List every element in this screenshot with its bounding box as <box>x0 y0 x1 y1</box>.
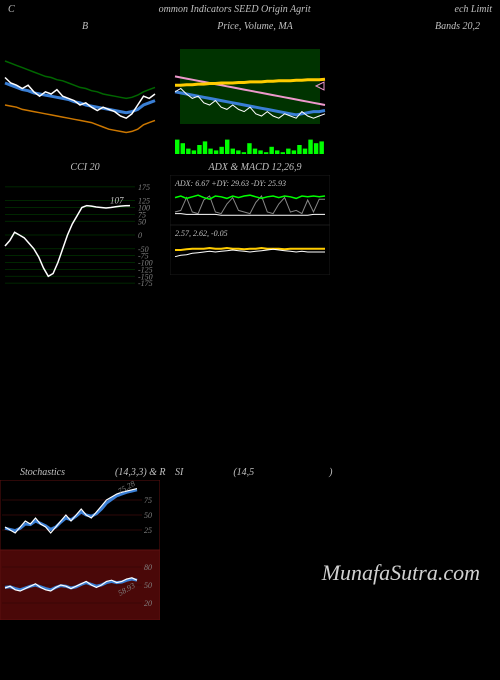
svg-text:50: 50 <box>144 511 152 520</box>
svg-text:80: 80 <box>144 563 152 572</box>
title-bbands: Bands 20,2 <box>340 19 500 34</box>
panel-stoch: Stochastics (14,3,3) & R <box>0 465 175 480</box>
chart-price-ma <box>170 34 330 154</box>
svg-text:2.57, 2.62, -0.05: 2.57, 2.62, -0.05 <box>175 229 228 238</box>
svg-text:0: 0 <box>138 231 142 240</box>
svg-text:50: 50 <box>138 217 146 226</box>
header-left: C <box>8 4 15 15</box>
svg-text:20: 20 <box>144 599 152 608</box>
title-stoch: Stochastics (14,3,3) & R <box>0 465 175 480</box>
title-adx-macd: ADX & MACD 12,26,9 <box>170 160 340 175</box>
chart-macd: 2.57, 2.62, -0.05 <box>170 225 330 275</box>
panel-adx-macd: ADX & MACD 12,26,9 ADX: 6.67 +DY: 29.63 … <box>170 160 340 295</box>
panel-price-b: B <box>0 19 170 154</box>
panel-price-ma: Price, Volume, MA <box>170 19 340 154</box>
title-rsi: SI (14,5 ) <box>175 465 445 480</box>
row-3-charts: 75502575.28 80502058.93 <box>0 480 500 620</box>
svg-text:107: 107 <box>110 196 124 206</box>
chart-cci: 17512510075500-50-75-100-125-150-175107 <box>0 175 160 295</box>
header-right: ech Limit <box>455 4 493 15</box>
title-price-b: B <box>0 19 170 34</box>
svg-text:25: 25 <box>144 526 152 535</box>
row-2: CCI 20 17512510075500-50-75-100-125-150-… <box>0 160 500 295</box>
title-cci: CCI 20 <box>0 160 170 175</box>
panel-rsi: SI (14,5 ) <box>175 465 445 480</box>
row-1: B Price, Volume, MA Bands 20,2 <box>0 19 500 154</box>
title-price-ma: Price, Volume, MA <box>170 19 340 34</box>
chart-adx: ADX: 6.67 +DY: 29.63 -DY: 25.93 <box>170 175 330 225</box>
svg-text:175: 175 <box>138 183 150 192</box>
chart-price-b <box>0 34 160 154</box>
row-3: Stochastics (14,3,3) & R SI (14,5 ) <box>0 465 500 480</box>
svg-text:75: 75 <box>144 496 152 505</box>
panel-bbands: Bands 20,2 <box>340 19 500 154</box>
svg-text:-175: -175 <box>138 279 153 288</box>
page-header: C ommon Indicators SEED Origin Agrit ech… <box>0 0 500 19</box>
panel-cci: CCI 20 17512510075500-50-75-100-125-150-… <box>0 160 170 295</box>
chart-rsi: 80502058.93 <box>0 550 160 620</box>
svg-text:50: 50 <box>144 581 152 590</box>
svg-text:ADX: 6.67 +DY: 29.63 -DY: 25.9: ADX: 6.67 +DY: 29.63 -DY: 25.93 <box>174 179 286 188</box>
chart-stoch: 75502575.28 <box>0 480 160 550</box>
header-center: ommon Indicators SEED Origin Agrit <box>159 4 311 15</box>
